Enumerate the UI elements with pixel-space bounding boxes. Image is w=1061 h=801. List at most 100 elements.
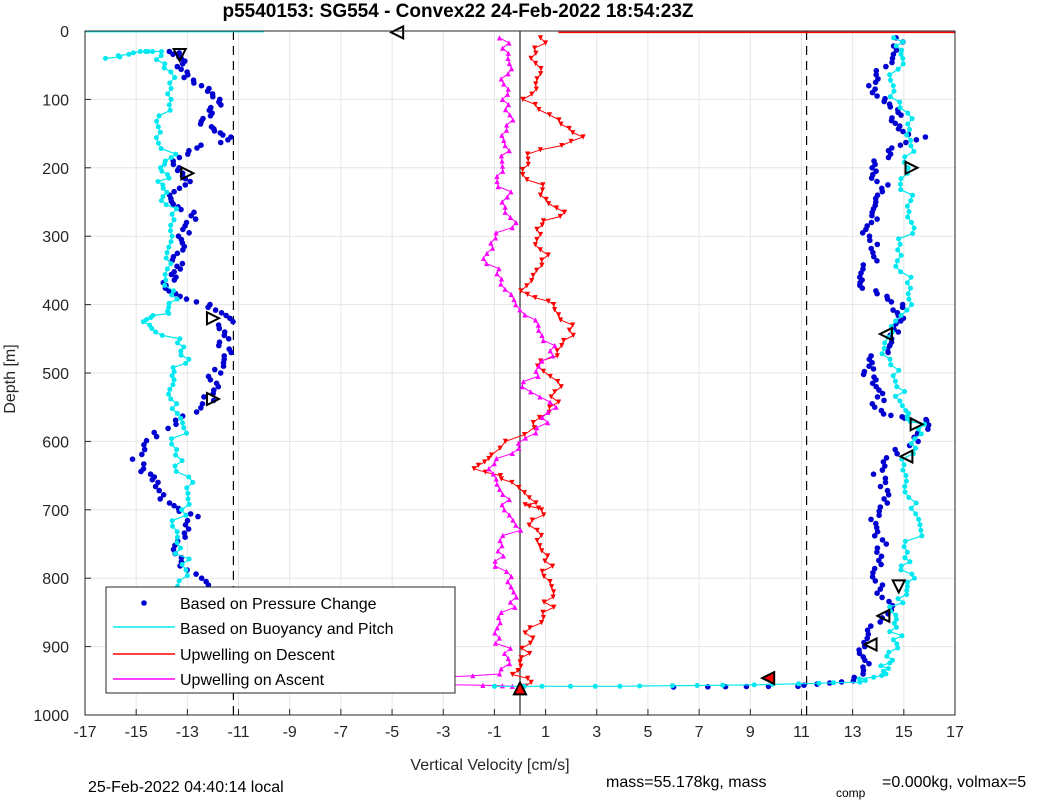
upwelling-descent-point — [522, 502, 528, 508]
pressure-change-point — [879, 582, 886, 588]
pressure-change-point — [157, 496, 163, 502]
pressure-change-point — [186, 230, 192, 236]
pressure-change-point — [155, 479, 161, 486]
buoyancy-pitch-point — [153, 329, 159, 335]
buoyancy-pitch-point — [909, 302, 915, 308]
upwelling-descent-point — [531, 45, 538, 51]
upwelling-ascent-point — [496, 266, 502, 272]
upwelling-descent-point — [529, 517, 535, 523]
buoyancy-pitch-point — [891, 35, 897, 41]
buoyancy-pitch-point — [882, 340, 888, 346]
buoyancy-pitch-point — [879, 351, 885, 357]
upwelling-descent-point — [529, 91, 535, 97]
upwelling-ascent-point — [491, 461, 497, 467]
pressure-change-point — [193, 409, 200, 415]
pressure-change-point — [860, 671, 866, 677]
buoyancy-pitch-point — [909, 116, 915, 122]
upwelling-descent-point — [521, 431, 528, 438]
upwelling-descent-point — [526, 522, 532, 528]
pressure-change-point — [218, 310, 225, 316]
upwelling-ascent-point — [499, 199, 505, 205]
pressure-change-point — [869, 212, 875, 219]
upwelling-ascent-point — [492, 563, 498, 569]
upwelling-ascent-point — [536, 327, 542, 333]
open-triangle-marker — [875, 608, 891, 624]
pressure-change-point — [873, 67, 880, 74]
pressure-change-point — [879, 390, 886, 397]
buoyancy-pitch-point — [150, 49, 155, 54]
upwelling-ascent-point — [499, 158, 505, 164]
pressure-change-point — [217, 370, 224, 376]
buoyancy-pitch-point — [887, 94, 893, 100]
buoyancy-pitch-point — [168, 222, 174, 228]
upwelling-descent-point — [546, 201, 552, 207]
upwelling-ascent-point — [494, 178, 500, 185]
buoyancy-pitch-point — [185, 490, 191, 496]
buoyancy-pitch-point — [186, 556, 192, 562]
upwelling-ascent-point — [497, 486, 503, 492]
pressure-change-point — [138, 468, 144, 475]
buoyancy-pitch-point — [885, 666, 891, 671]
upwelling-descent-point — [539, 568, 545, 574]
upwelling-ascent-point — [492, 235, 499, 241]
buoyancy-pitch-point — [906, 296, 912, 302]
upwelling-ascent-point — [509, 450, 515, 456]
buoyancy-pitch-point — [898, 313, 904, 318]
pressure-change-point — [225, 137, 231, 143]
upwelling-ascent-point — [539, 332, 545, 338]
buoyancy-pitch-point — [168, 96, 174, 102]
buoyancy-pitch-point — [166, 311, 172, 316]
pressure-change-point — [881, 496, 887, 502]
upwelling-descent-point — [539, 262, 545, 268]
buoyancy-pitch-point — [149, 326, 155, 331]
pressure-change-point — [170, 161, 177, 168]
upwelling-descent-point — [518, 663, 524, 669]
buoyancy-pitch-point — [491, 683, 497, 689]
buoyancy-pitch-point — [166, 175, 172, 181]
buoyancy-pitch-point — [592, 683, 598, 689]
open-triangle-marker — [877, 326, 893, 342]
buoyancy-pitch-point — [904, 307, 910, 313]
upwelling-descent-point — [524, 291, 531, 297]
upwelling-descent-point — [502, 438, 509, 444]
upwelling-ascent-point — [499, 502, 505, 508]
upwelling-ascent-point — [520, 378, 527, 385]
upwelling-descent-point — [539, 548, 545, 554]
upwelling-ascent-point — [499, 543, 505, 549]
pressure-change-point — [153, 433, 160, 440]
upwelling-ascent-point — [539, 358, 545, 364]
upwelling-descent-point — [559, 142, 565, 149]
pressure-change-point — [866, 82, 872, 89]
buoyancy-pitch-point — [895, 645, 901, 651]
buoyancy-pitch-point — [183, 512, 189, 518]
upwelling-descent-point — [519, 166, 526, 173]
upwelling-descent-point — [551, 302, 557, 308]
buoyancy-pitch-point — [568, 683, 573, 689]
upwelling-descent-point — [538, 507, 545, 513]
pressure-change-point — [221, 332, 228, 339]
x-tick-label: -5 — [385, 724, 399, 741]
y-tick-label: 1000 — [33, 708, 69, 725]
upwelling-ascent-point — [506, 148, 512, 154]
pressure-change-point — [193, 299, 200, 305]
buoyancy-pitch-point — [153, 135, 159, 141]
pressure-change-point — [885, 349, 891, 356]
buoyancy-pitch-point — [173, 151, 179, 157]
buoyancy-pitch-point — [907, 127, 913, 132]
upwelling-descent-point — [541, 512, 547, 518]
buoyancy-pitch-point — [893, 263, 899, 269]
buoyancy-pitch-point — [895, 596, 901, 602]
upwelling-descent-point — [534, 226, 540, 232]
upwelling-ascent-point — [495, 614, 502, 621]
upwelling-ascent-point — [502, 209, 508, 215]
upwelling-ascent-point — [498, 609, 504, 615]
open-triangle-marker — [172, 47, 188, 64]
upwelling-ascent-point — [536, 363, 542, 369]
upwelling-descent-point — [537, 35, 544, 41]
upwelling-ascent-point — [505, 655, 511, 662]
buoyancy-pitch-point — [169, 233, 175, 239]
footer-volmax: =0.000kg, volmax=5 — [882, 774, 1026, 791]
buoyancy-pitch-point — [899, 403, 905, 409]
buoyancy-pitch-point — [159, 168, 165, 174]
